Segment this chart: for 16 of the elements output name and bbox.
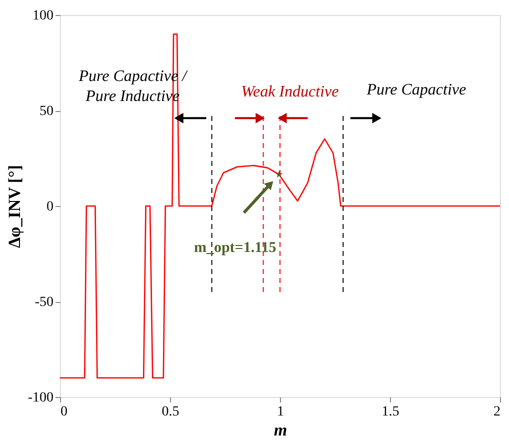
annotation: Pure Capactive — [366, 81, 466, 98]
y-tick-label: 100 — [32, 8, 54, 24]
y-tick-label: 0 — [46, 200, 54, 214]
y-tick-label: 50 — [40, 104, 54, 119]
x-tick-label: 1.5 — [382, 404, 400, 420]
line-series — [59, 33, 501, 379]
y-tick-label: -50 — [34, 295, 54, 310]
x-axis-title: m — [274, 420, 288, 440]
y-tick-label: -100 — [28, 390, 54, 406]
x-tick-label: 1 — [277, 404, 284, 420]
x-tick-label: 0.5 — [162, 404, 180, 420]
annotation: Weak Inductive — [241, 83, 339, 100]
x-tick-label: 2 — [494, 404, 500, 420]
annotation: m_opt=1.115 — [194, 240, 276, 256]
y-axis-title: Δφ_INV [°] — [4, 165, 24, 248]
x-tick-label: 0 — [60, 404, 68, 420]
